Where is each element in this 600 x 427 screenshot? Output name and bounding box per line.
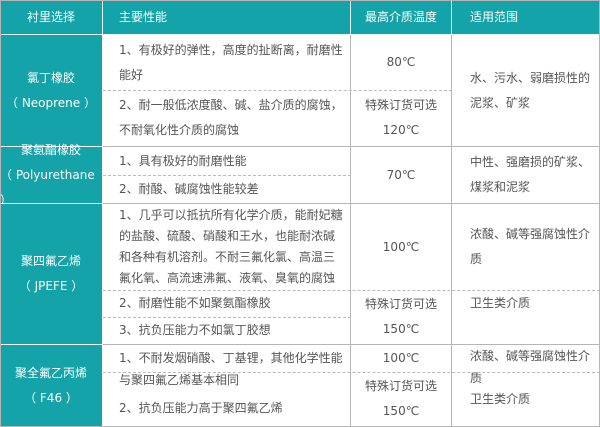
dashed-divider bbox=[103, 372, 600, 373]
property-line: 2、耐一般低浓度酸、碱、盐介质的腐蚀， bbox=[119, 98, 343, 112]
header-application: 适用范围 bbox=[452, 0, 600, 35]
temp-value: 100℃ bbox=[382, 239, 420, 254]
temp-note: 特殊订货可选 bbox=[364, 379, 437, 393]
application-line: 浓酸、碱等强腐蚀性介 bbox=[470, 349, 591, 363]
application-line: 泥浆、矿浆 bbox=[470, 95, 531, 110]
temp-value: 150℃ bbox=[382, 322, 420, 336]
application-cell: 水、污水、弱磨损性的 泥浆、矿浆 bbox=[452, 35, 600, 147]
property-line: 2、耐酸、碱腐蚀性能较差 bbox=[119, 181, 259, 196]
application-line: 水、污水、弱磨损性的 bbox=[470, 70, 591, 85]
application-cell: 中性、强磨损的矿浆、 煤浆和泥浆 bbox=[452, 147, 600, 204]
lining-f46: 聚全氟乙丙烯 （ F46 ） bbox=[0, 345, 103, 427]
header-text: 最高介质温度 bbox=[364, 9, 437, 24]
temp-cell: 70℃ bbox=[351, 147, 452, 204]
lining-polyurethane: 聚氨酯橡胶 （ Polyurethane ） bbox=[0, 143, 103, 207]
temp-cell: 100℃ bbox=[351, 345, 452, 372]
temp-cell: 特殊订货可选 120℃ bbox=[351, 90, 452, 147]
application-line: 煤浆和泥浆 bbox=[470, 180, 531, 194]
application-cell: 浓酸、碱等强腐蚀性介 质 bbox=[452, 204, 600, 290]
property-line: 氟化氧、高流速沸氟、液氧、臭氧的腐蚀 bbox=[119, 271, 336, 285]
property-line: 的盐酸、硫酸、硝酸和王水，也能耐浓碱 bbox=[119, 229, 336, 243]
lining-neoprene: 氯丁橡胶 （ Neoprene ） bbox=[0, 35, 103, 147]
property-line: 2、抗负压能力高于聚四氟乙烯 bbox=[119, 401, 283, 415]
application-line: 质 bbox=[470, 252, 483, 266]
property-line: 2、耐磨性能不如聚氨酯橡胶 bbox=[119, 296, 271, 310]
property-cell: 2、耐磨性能不如聚氨酯橡胶 bbox=[103, 290, 351, 317]
dashed-divider bbox=[103, 175, 351, 176]
application-line: 卫生类介质 bbox=[470, 296, 531, 310]
temp-value: 150℃ bbox=[382, 404, 420, 418]
temp-note: 特殊订货可选 bbox=[364, 297, 437, 311]
property-cell: 2、耐酸、碱腐蚀性能较差 bbox=[103, 175, 351, 204]
temp-cell: 特殊订货可选 150℃ bbox=[351, 372, 452, 427]
temp-cell: 80℃ bbox=[351, 35, 452, 90]
temp-value: 70℃ bbox=[386, 167, 416, 182]
property-cell: 1、几乎可以抵抗所有化学介质，能耐妃糖 的盐酸、硫酸、硝酸和王水，也能耐浓碱 和… bbox=[103, 204, 351, 290]
property-line: 和各种有机溶剂。不耐三氟化氯、高温三 bbox=[119, 250, 336, 264]
lining-code: （ Polyurethane ） bbox=[0, 167, 95, 207]
dashed-divider bbox=[103, 290, 600, 291]
temp-note: 特殊订货可选 bbox=[364, 98, 437, 112]
header-properties: 主要性能 bbox=[103, 0, 351, 35]
temp-cell: 100℃ bbox=[351, 204, 452, 290]
lining-name: 氯丁橡胶 bbox=[26, 70, 75, 85]
application-line: 质 bbox=[470, 371, 483, 385]
application-line: 卫生类介质 bbox=[470, 391, 531, 406]
temp-value: 120℃ bbox=[382, 123, 420, 137]
application-line: 中性、强磨损的矿浆、 bbox=[470, 155, 591, 169]
temp-value: 80℃ bbox=[386, 55, 416, 69]
application-cell: 卫生类介质 bbox=[452, 372, 600, 427]
property-line: 与聚四氟乙烯基本相同 bbox=[119, 373, 240, 387]
property-cell: 2、耐一般低浓度酸、碱、盐介质的腐蚀， 不耐氧化性介质的腐蚀 bbox=[103, 90, 351, 147]
header-text: 主要性能 bbox=[119, 9, 168, 24]
application-cell: 浓酸、碱等强腐蚀性介 质 bbox=[452, 345, 600, 385]
lining-code: （ JPEFE ） bbox=[18, 279, 84, 293]
property-line: 能好 bbox=[119, 67, 144, 82]
property-line: 不耐氧化性介质的腐蚀 bbox=[119, 123, 240, 137]
lining-name: 聚四氟乙烯 bbox=[20, 254, 81, 268]
property-line: 1、几乎可以抵抗所有化学介质，能耐妃糖 bbox=[119, 208, 343, 222]
property-line: 1、不耐发烟硝酸、丁基锂，其他化学性能 bbox=[119, 351, 343, 365]
property-cell: 3、抗负压能力不如氯丁胶想 bbox=[103, 317, 351, 345]
temp-cell: 特殊订货可选 150℃ bbox=[351, 290, 452, 345]
lining-ptfe: 聚四氟乙烯 （ JPEFE ） bbox=[0, 204, 103, 345]
header-max-temp: 最高介质温度 bbox=[351, 0, 452, 35]
application-line: 浓酸、碱等强腐蚀性介 bbox=[470, 227, 591, 241]
dashed-divider bbox=[103, 317, 351, 318]
temp-value: 100℃ bbox=[382, 351, 420, 365]
header-lining: 衬里选择 bbox=[0, 0, 103, 35]
dashed-divider bbox=[103, 90, 452, 91]
header-text: 衬里选择 bbox=[26, 9, 75, 24]
property-line: 1、有极好的弹性，高度的扯断离，耐磨性 bbox=[119, 42, 343, 57]
lining-code: （ Neoprene ） bbox=[6, 95, 96, 110]
property-cell: 1、有极好的弹性，高度的扯断离，耐磨性 能好 bbox=[103, 35, 351, 90]
lining-name: 聚全氟乙丙烯 bbox=[14, 365, 87, 380]
header-text: 适用范围 bbox=[470, 9, 519, 24]
lining-name: 聚氨酯橡胶 bbox=[20, 142, 81, 157]
lining-code: （ F46 ） bbox=[24, 390, 78, 405]
property-cell: 1、不耐发烟硝酸、丁基锂，其他化学性能 与聚四氟乙烯基本相同 2、抗负压能力高于… bbox=[103, 345, 351, 427]
application-cell: 卫生类介质 bbox=[452, 290, 600, 345]
property-line: 3、抗负压能力不如氯丁胶想 bbox=[119, 323, 271, 337]
property-line: 1、具有极好的耐磨性能 bbox=[119, 153, 247, 168]
property-cell: 1、具有极好的耐磨性能 bbox=[103, 147, 351, 175]
